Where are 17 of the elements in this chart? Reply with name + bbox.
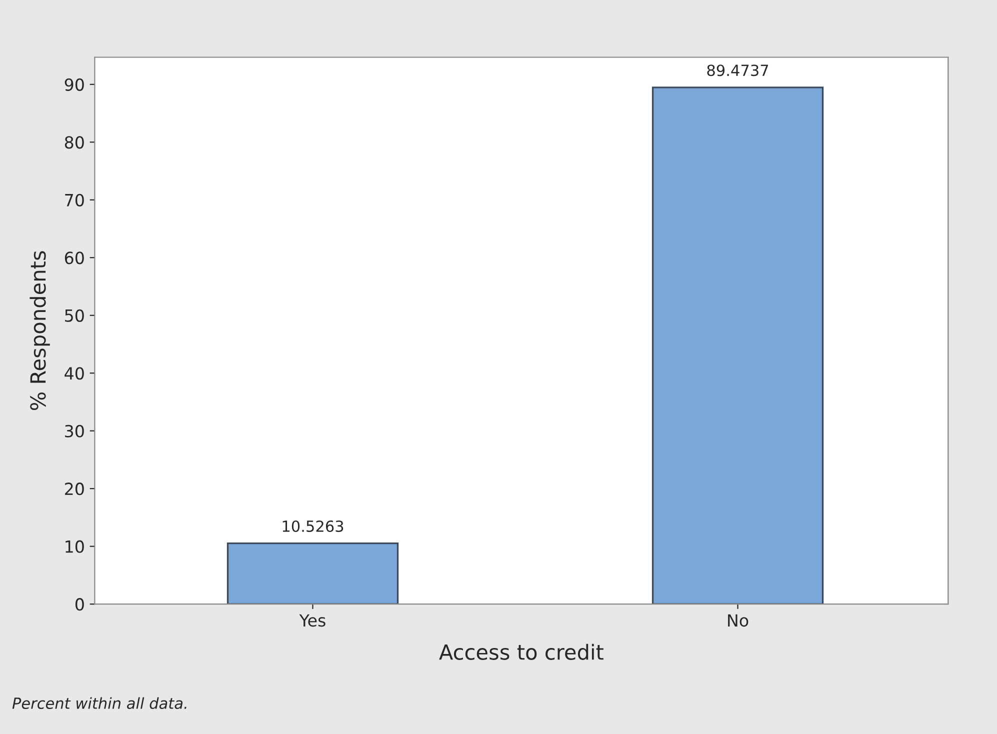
y-axis-title: % Respondents [30, 251, 50, 410]
y-tick-label: 30 [65, 424, 84, 438]
x-axis-title: Access to credit [439, 644, 604, 660]
y-tick-label: 80 [64, 136, 84, 149]
y-tick-label: 60 [64, 252, 84, 264]
y-tick-label: 70 [65, 194, 84, 206]
y-tick-label: 10 [66, 540, 84, 553]
y-tick-label: 90 [64, 78, 84, 91]
y-tick-label: 20 [65, 482, 84, 496]
y-tick-label: 40 [64, 367, 84, 380]
y-tick-label: 50 [65, 309, 84, 322]
data-label: 89.4737 [707, 64, 768, 76]
y-tick-label: 0 [75, 598, 84, 611]
x-tick-label: Yes [299, 614, 326, 627]
data-label: 10.5263 [282, 520, 344, 532]
text: Percent within all data. [12, 697, 186, 710]
x-tick-label: No [728, 614, 748, 627]
